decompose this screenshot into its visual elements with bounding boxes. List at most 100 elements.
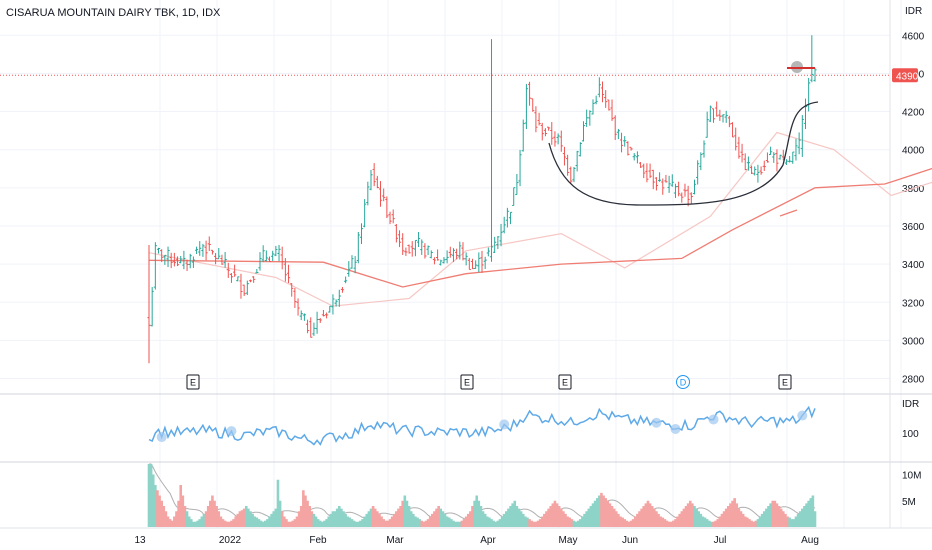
ohlc-bar xyxy=(169,252,173,269)
volume-bar xyxy=(619,516,622,527)
volume-bar xyxy=(790,519,794,527)
ohlc-bar xyxy=(236,276,240,282)
ohlc-bar xyxy=(572,167,576,183)
volume-bar xyxy=(727,506,730,527)
ohlc-bar xyxy=(651,169,655,190)
volume-bar xyxy=(255,517,259,527)
volume-bar xyxy=(354,521,358,527)
ohlc-bar xyxy=(642,163,646,179)
last-price-label: 4390 xyxy=(896,71,919,82)
volume-bar xyxy=(367,511,371,527)
ohlc-bar xyxy=(207,236,211,251)
ohlc-bar xyxy=(743,153,747,171)
volume-bar xyxy=(657,513,660,527)
volume-tick-label: 10M xyxy=(902,471,921,482)
volume-bar xyxy=(170,520,174,527)
time-axis[interactable]: 13 2022 Feb Mar Apr May Jun Jul Aug xyxy=(134,535,818,546)
ohlc-bar xyxy=(604,90,608,108)
ohlc-bar xyxy=(537,112,541,126)
ohlc-bar xyxy=(648,163,652,179)
volume-bar xyxy=(769,503,772,527)
ohlc-bar xyxy=(626,141,630,156)
ohlc-bar xyxy=(439,259,443,266)
volume-bar xyxy=(602,495,605,527)
volume-bar xyxy=(439,508,443,527)
volume-bar xyxy=(460,520,464,527)
ohlc-bar xyxy=(569,166,573,184)
volume-bar xyxy=(574,521,578,527)
volume-bar xyxy=(350,519,354,527)
ohlc-bar xyxy=(147,245,151,364)
ohlc-bar xyxy=(318,318,322,323)
volume-bar xyxy=(629,520,633,527)
volume-bar xyxy=(691,503,694,527)
ohlc-bar xyxy=(645,163,649,183)
ohlc-bar xyxy=(591,99,595,115)
ohlc-bar xyxy=(800,115,804,157)
ohlc-bar xyxy=(616,128,620,140)
volume-bar xyxy=(746,517,749,527)
indicator-bubble xyxy=(797,410,808,421)
ohlc-bar xyxy=(461,242,465,261)
volume-bar xyxy=(399,506,402,527)
ohlc-bar xyxy=(331,294,335,315)
ohlc-bar xyxy=(512,187,516,206)
volume-bar xyxy=(498,519,502,527)
ohlc-bar xyxy=(772,152,776,163)
volume-bar xyxy=(750,520,753,527)
ohlc-bar xyxy=(515,173,519,196)
volume-bar xyxy=(716,519,720,527)
ohlc-bar xyxy=(749,165,754,175)
volume-bar xyxy=(771,500,775,527)
price-tick-label: 3600 xyxy=(902,222,925,233)
volume-bar xyxy=(337,506,341,527)
ohlc-bar xyxy=(661,178,665,195)
volume-bar xyxy=(295,516,299,527)
ohlc-bar xyxy=(277,244,281,262)
ohlc-bar xyxy=(191,256,195,268)
volume-bar xyxy=(528,519,531,527)
ohlc-bar xyxy=(696,160,700,185)
volume-bar xyxy=(158,495,161,527)
volume-bar xyxy=(608,503,612,527)
volume-bar xyxy=(545,511,548,527)
ohlc-bar xyxy=(505,207,509,228)
ohlc-bar xyxy=(613,115,617,140)
volume-bar xyxy=(674,519,677,527)
ohlc-bar xyxy=(248,279,253,283)
ohlc-bar xyxy=(429,250,433,259)
volume-bar xyxy=(259,520,263,527)
volume-bar xyxy=(198,519,202,527)
volume-bar xyxy=(760,513,764,527)
ohlc-bar xyxy=(340,286,345,293)
volume-bar xyxy=(813,511,817,527)
ohlc-bar xyxy=(765,152,770,163)
ohlc-bar xyxy=(188,253,192,269)
ohlc-bar xyxy=(185,259,189,271)
ohlc-bar xyxy=(705,111,709,138)
volume-bar xyxy=(765,508,768,527)
volume-bar xyxy=(621,517,624,527)
volume-bar xyxy=(517,508,521,527)
ohlc-bar xyxy=(217,247,221,260)
ohlc-bar xyxy=(721,114,725,123)
volume-bar xyxy=(646,500,650,527)
ohlc-bar xyxy=(175,256,180,267)
volume-bar xyxy=(676,516,679,527)
volume-bar xyxy=(348,517,352,527)
volume-bar xyxy=(346,516,350,527)
volume-bar xyxy=(236,513,240,527)
ohlc-bar xyxy=(385,196,389,219)
volume-bar xyxy=(194,521,197,527)
ohlc-bar xyxy=(673,183,678,198)
volume-bar xyxy=(788,517,791,527)
volume-bar xyxy=(796,513,800,527)
volume-bar xyxy=(642,506,646,527)
indicator-bubble xyxy=(651,417,662,428)
event-marker: E xyxy=(460,374,474,390)
volume-bar xyxy=(792,519,796,527)
volume-bar xyxy=(147,464,151,527)
volume-bar xyxy=(777,506,781,527)
